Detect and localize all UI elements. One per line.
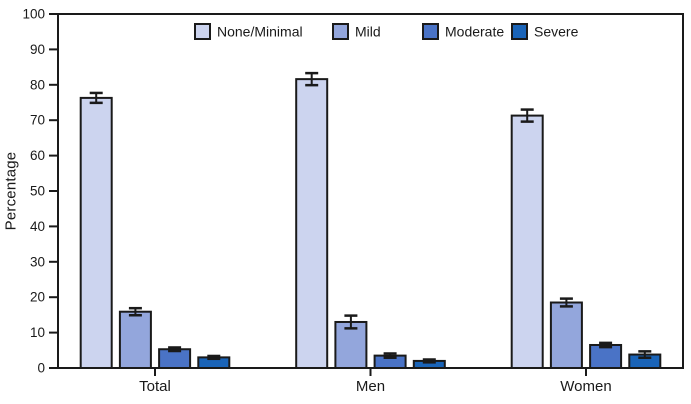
legend-label: Moderate <box>445 24 504 40</box>
error-bar <box>207 354 221 361</box>
error-bar <box>520 108 534 123</box>
error-bar <box>168 346 182 353</box>
legend-swatch-none-minimal <box>194 23 211 40</box>
y-tick-label: 70 <box>30 113 45 128</box>
bar-none-minimal-men <box>295 78 329 370</box>
bar-mild-men <box>334 320 368 370</box>
legend-label: Severe <box>534 24 579 40</box>
y-tick-label: 60 <box>30 148 45 163</box>
bar-none-minimal-women <box>510 114 544 369</box>
error-bar <box>344 314 358 330</box>
error-bar <box>89 91 103 105</box>
legend-label: None/Minimal <box>217 24 303 40</box>
error-bar <box>599 341 613 349</box>
x-axis-label-men: Men <box>356 378 385 395</box>
y-tick-label: 80 <box>30 77 45 92</box>
y-tick-label: 30 <box>30 254 45 269</box>
error-bar <box>559 297 573 308</box>
bar-moderate-women <box>589 343 623 369</box>
x-axis-label-total: Total <box>139 378 171 395</box>
legend-swatch-mild <box>332 23 349 40</box>
error-bar <box>128 306 142 317</box>
bar-none-minimal-total <box>79 96 113 369</box>
y-tick-label: 0 <box>37 361 45 376</box>
y-tick-label: 50 <box>30 184 45 199</box>
error-bar <box>638 350 652 359</box>
bar-mild-total <box>118 310 152 369</box>
error-bar <box>305 71 319 87</box>
y-tick-label: 40 <box>30 219 45 234</box>
error-bar <box>383 352 397 359</box>
bar-mild-women <box>549 301 583 370</box>
x-axis-label-women: Women <box>560 378 611 395</box>
legend-label: Mild <box>355 24 381 40</box>
legend-swatch-severe <box>511 23 528 40</box>
y-tick-label: 20 <box>30 290 45 305</box>
y-tick-label: 10 <box>30 325 45 340</box>
legend-swatch-moderate <box>422 23 439 40</box>
y-tick-label: 100 <box>22 7 45 22</box>
error-bar <box>422 358 436 364</box>
y-tick-label: 90 <box>30 42 45 57</box>
y-axis-label: Percentage <box>2 151 20 231</box>
